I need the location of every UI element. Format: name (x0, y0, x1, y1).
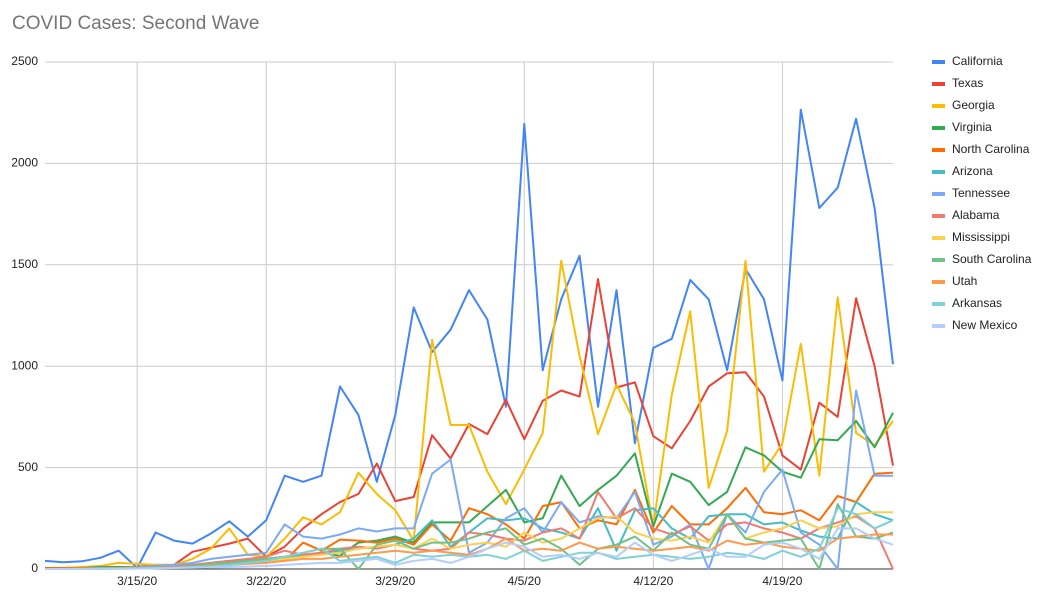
legend-swatch (932, 258, 945, 262)
legend-label: Arkansas (952, 296, 1002, 310)
legend-swatch (932, 302, 945, 306)
legend-label: Mississippi (952, 230, 1010, 244)
y-tick-label: 2000 (11, 156, 38, 170)
legend-swatch (932, 324, 945, 328)
line-series (45, 389, 893, 570)
y-tick-label: 0 (31, 561, 38, 575)
legend-swatch (932, 170, 945, 174)
line-series (45, 503, 894, 570)
legend-label: South Carolina (952, 252, 1032, 266)
legend-label: Alabama (952, 208, 1000, 222)
x-tick-label: 3/22/20 (246, 574, 286, 588)
x-tick-label: 4/5/20 (508, 574, 542, 588)
legend-label: Utah (952, 274, 977, 288)
legend-label: Arizona (952, 164, 993, 178)
legend-swatch (932, 104, 945, 108)
x-tick-label: 4/19/20 (762, 574, 802, 588)
legend-label: Virginia (952, 120, 992, 134)
legend-label: New Mexico (952, 318, 1018, 332)
chart-title: COVID Cases: Second Wave (12, 13, 259, 34)
legend-swatch (932, 148, 945, 152)
line-series (45, 259, 894, 569)
line-series (44, 108, 894, 569)
x-tick-label: 3/15/20 (117, 574, 157, 588)
y-tick-label: 500 (18, 460, 38, 474)
legend-swatch (932, 236, 945, 240)
legend-label: Tennessee (952, 186, 1010, 200)
legend-swatch (932, 82, 945, 86)
y-tick-label: 1500 (11, 257, 38, 271)
y-tick-label: 2500 (11, 54, 38, 68)
x-tick-label: 3/29/20 (375, 574, 415, 588)
legend-swatch (932, 60, 945, 64)
legend-label: North Carolina (952, 142, 1030, 156)
legend-swatch (932, 126, 945, 130)
line-series (45, 527, 894, 570)
legend-swatch (932, 192, 945, 196)
legend-swatch (932, 280, 945, 284)
x-tick-label: 4/12/20 (633, 574, 673, 588)
legend-label: California (952, 54, 1003, 68)
legend-label: Texas (952, 76, 983, 90)
legend-label: Georgia (952, 98, 995, 112)
y-tick-label: 1000 (11, 358, 38, 372)
legend-swatch (932, 214, 945, 218)
